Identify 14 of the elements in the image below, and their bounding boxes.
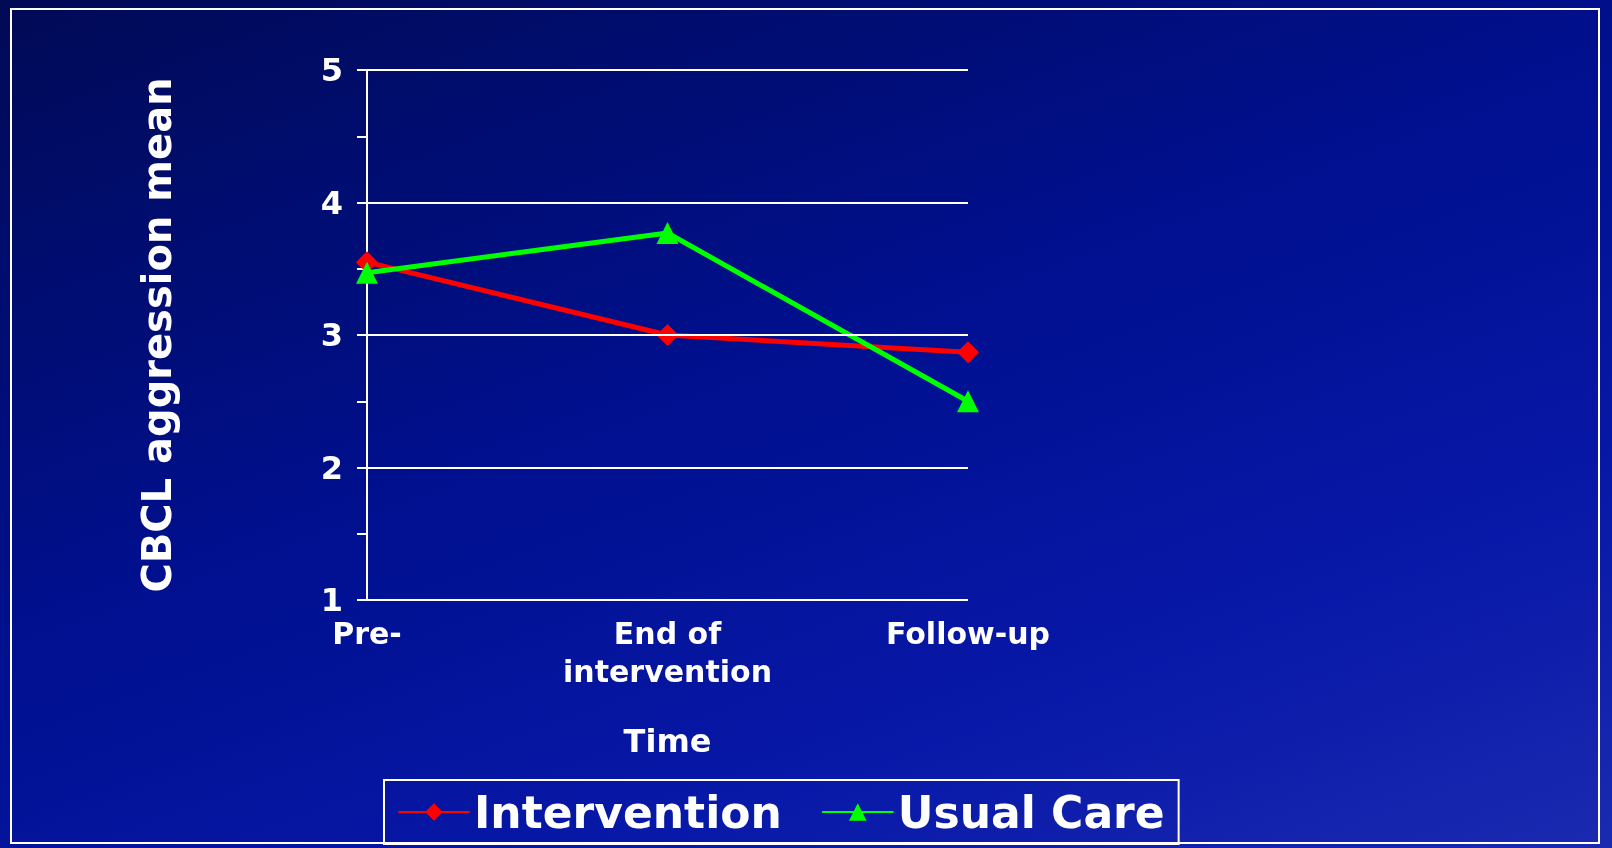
y-axis-title: CBCL aggression mean — [134, 77, 180, 593]
legend-label: Intervention — [474, 786, 782, 838]
y-tick-label: 5 — [320, 51, 343, 89]
y-tick-label: 3 — [320, 316, 343, 354]
y-tick-label: 2 — [320, 448, 343, 487]
y-tick-label: 4 — [320, 183, 343, 222]
x-tick-label: End of intervention — [563, 615, 772, 689]
point — [957, 341, 979, 364]
x-axis-title: Time — [623, 722, 712, 760]
point — [356, 261, 378, 284]
point — [957, 390, 979, 413]
point — [656, 221, 679, 244]
x-tick-label: Follow-up — [885, 615, 1051, 651]
legend-label: Usual Care — [897, 786, 1165, 838]
